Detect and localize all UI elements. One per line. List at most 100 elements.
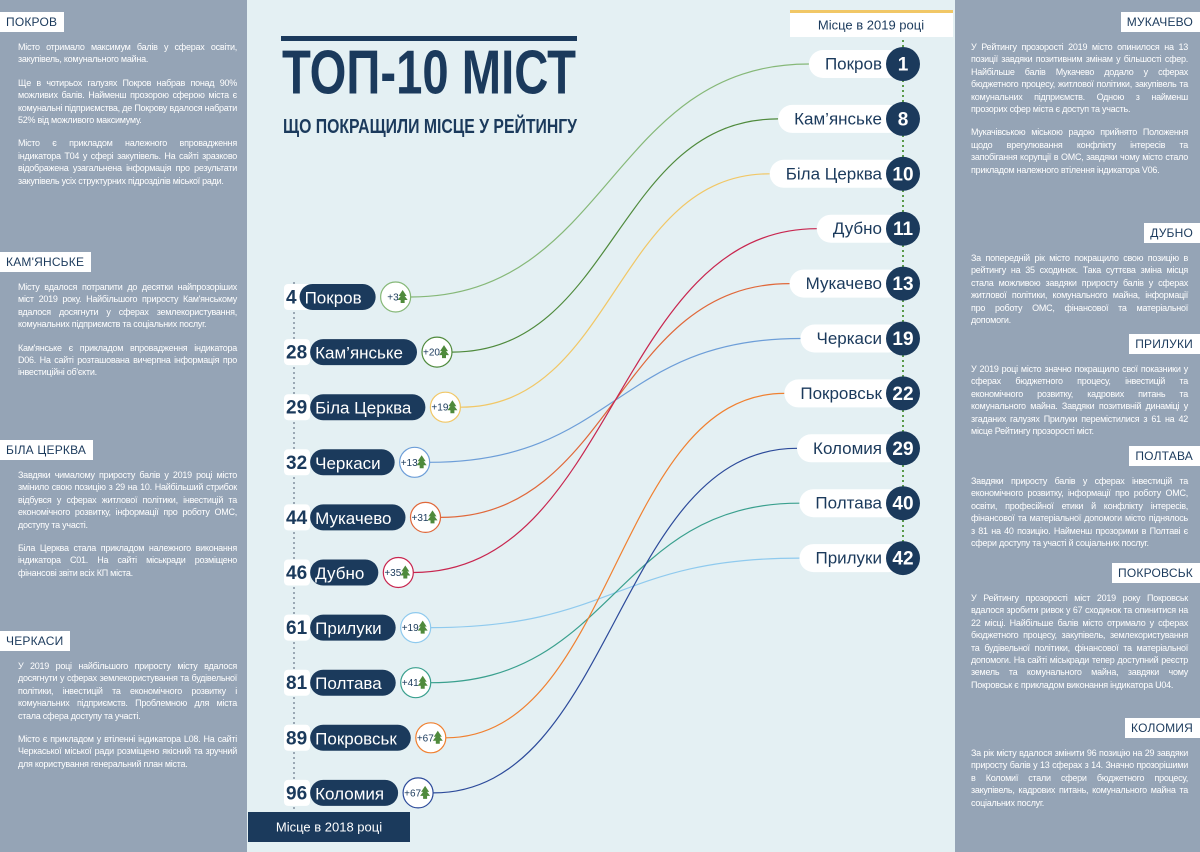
city-2019: Мукачево [806,274,882,293]
tree-icon [447,400,458,414]
caption-box [790,10,953,37]
note: КАМ'ЯНСЬКЕ Місту вдалося потрапити до дес… [0,252,247,390]
city-2018: Біла Церква [315,399,412,418]
rank-back [284,559,310,586]
rank-2019: 1 [898,55,909,76]
city-pill [310,339,417,366]
rank-2018: 44 [286,508,308,529]
city-pill [808,50,903,78]
rank-2018: 28 [286,343,307,364]
note-text: За рік місту вдалося змінити 96 позицію … [971,748,1188,808]
city-pill [800,324,903,353]
note: ПОЛТАВА Завдяки приросту балів у сферах і… [955,446,1200,560]
city-2019: Коломия [813,439,882,458]
rank-2018: 89 [286,728,307,749]
note-text: У Рейтингу прозорості міст 2019 року Пок… [971,593,1188,690]
note: ПОКРОВСЬК У Рейтингу прозорості міст 2019… [955,563,1200,702]
city-pill [778,104,903,133]
rank-2019: 11 [893,219,914,240]
note-text: Місто є прикладом у втіленні індикатора … [18,734,237,769]
city-2018: Кам’янське [315,344,403,363]
city-pill [799,544,903,573]
note: ЧЕРКАСИ У 2019 році найбільшого приросту … [0,631,247,781]
city-pill [310,559,379,586]
change: +13 [401,458,418,469]
rank-2019: 10 [892,164,913,185]
city-pill [310,779,399,806]
rank-2019: 29 [892,439,913,460]
rank-badge [886,266,920,301]
rank-back [284,339,310,366]
change: +67 [417,733,434,744]
rank-badge [886,376,920,411]
items: Покров 1 Кам’янське 8 Біла Церква 10 Дубно 11 Му… [284,47,920,809]
tree-icon [416,455,427,469]
note-heading: КАМ'ЯНСЬКЕ [0,252,92,272]
note-text: У Рейтингу прозорості 2019 місто опинило… [971,42,1188,115]
city-2018: Коломия [315,784,384,803]
connectors [410,63,817,794]
connector [433,447,798,794]
rank-2018: 81 [286,673,308,694]
caption-2018: Місце в 2018 році [276,820,382,835]
rank-back [284,449,310,476]
change-badge [402,777,434,809]
caption-box [248,812,410,842]
rank-2018: 29 [286,398,307,419]
rank-2018: 4 [286,288,297,309]
note-heading: ПОЛТАВА [1129,446,1200,466]
rank-2018: 96 [286,783,307,804]
rank-badge [886,47,920,81]
caption-2019: Місце в 2019 році [818,18,924,33]
change: +20 [423,348,440,359]
subtitle: ЩО ПОКРАЩИЛИ МІСЦЕ У РЕЙТИНГУ [283,114,577,138]
note-text: Місто отримало максимум балів у сферах о… [18,42,237,65]
tree-icon [400,565,411,579]
rank-2019: 13 [892,274,913,295]
change-badge [415,722,447,754]
rank-badge [886,321,920,356]
note-heading: ЧЕРКАСИ [0,631,71,651]
note-heading: ПОКРОВСЬК [1112,563,1200,583]
city-pill [310,669,396,696]
note-heading: ПРИЛУКИ [1129,334,1200,354]
title-bar [281,36,577,41]
connector [413,228,817,574]
note-text: Ще в чотирьох галузях Покров набрав пона… [18,77,237,126]
tree-icon [417,675,428,689]
note-text: Завдяки чималому приросту балів у 2019 р… [18,470,237,530]
change-badge [380,281,412,313]
rank-2019: 22 [892,384,913,405]
rank-badge [886,431,920,466]
note-heading: БІЛА ЦЕРКВА [0,440,94,460]
rank-back [284,504,310,531]
rank-2018: 46 [286,563,307,584]
city-pill [816,214,903,243]
city-2019: Кам’янське [794,109,882,128]
note-heading: МУКАЧЕВО [1120,12,1200,32]
rank-back [284,394,310,421]
note-text: У 2019 році місто значно покращило свої … [971,364,1188,437]
left-notes: ПОКРОВ Місто отримало максимум балів у сф… [0,0,247,852]
change-badge [400,667,432,699]
connector [451,118,779,353]
city-pill [310,614,396,641]
rank-back [284,614,310,641]
city-pill [789,269,903,298]
rank-badge [886,211,920,246]
change-badge [409,501,442,534]
rank-2019: 40 [892,494,913,515]
change: +3 [387,293,399,304]
city-2018: Мукачево [315,509,391,528]
rank-back [284,724,310,751]
rank-badge [886,486,920,521]
rank-2018: 61 [286,618,308,639]
city-pill [784,379,903,408]
city-2018: Полтава [315,674,382,693]
title: ТОП-10 МІСТ [282,39,576,108]
note-text: Місту вдалося потрапити до десятки найпр… [18,282,237,330]
change: +19 [402,623,419,634]
connector [460,173,770,408]
tree-icon [397,290,408,303]
city-pill [769,159,903,188]
